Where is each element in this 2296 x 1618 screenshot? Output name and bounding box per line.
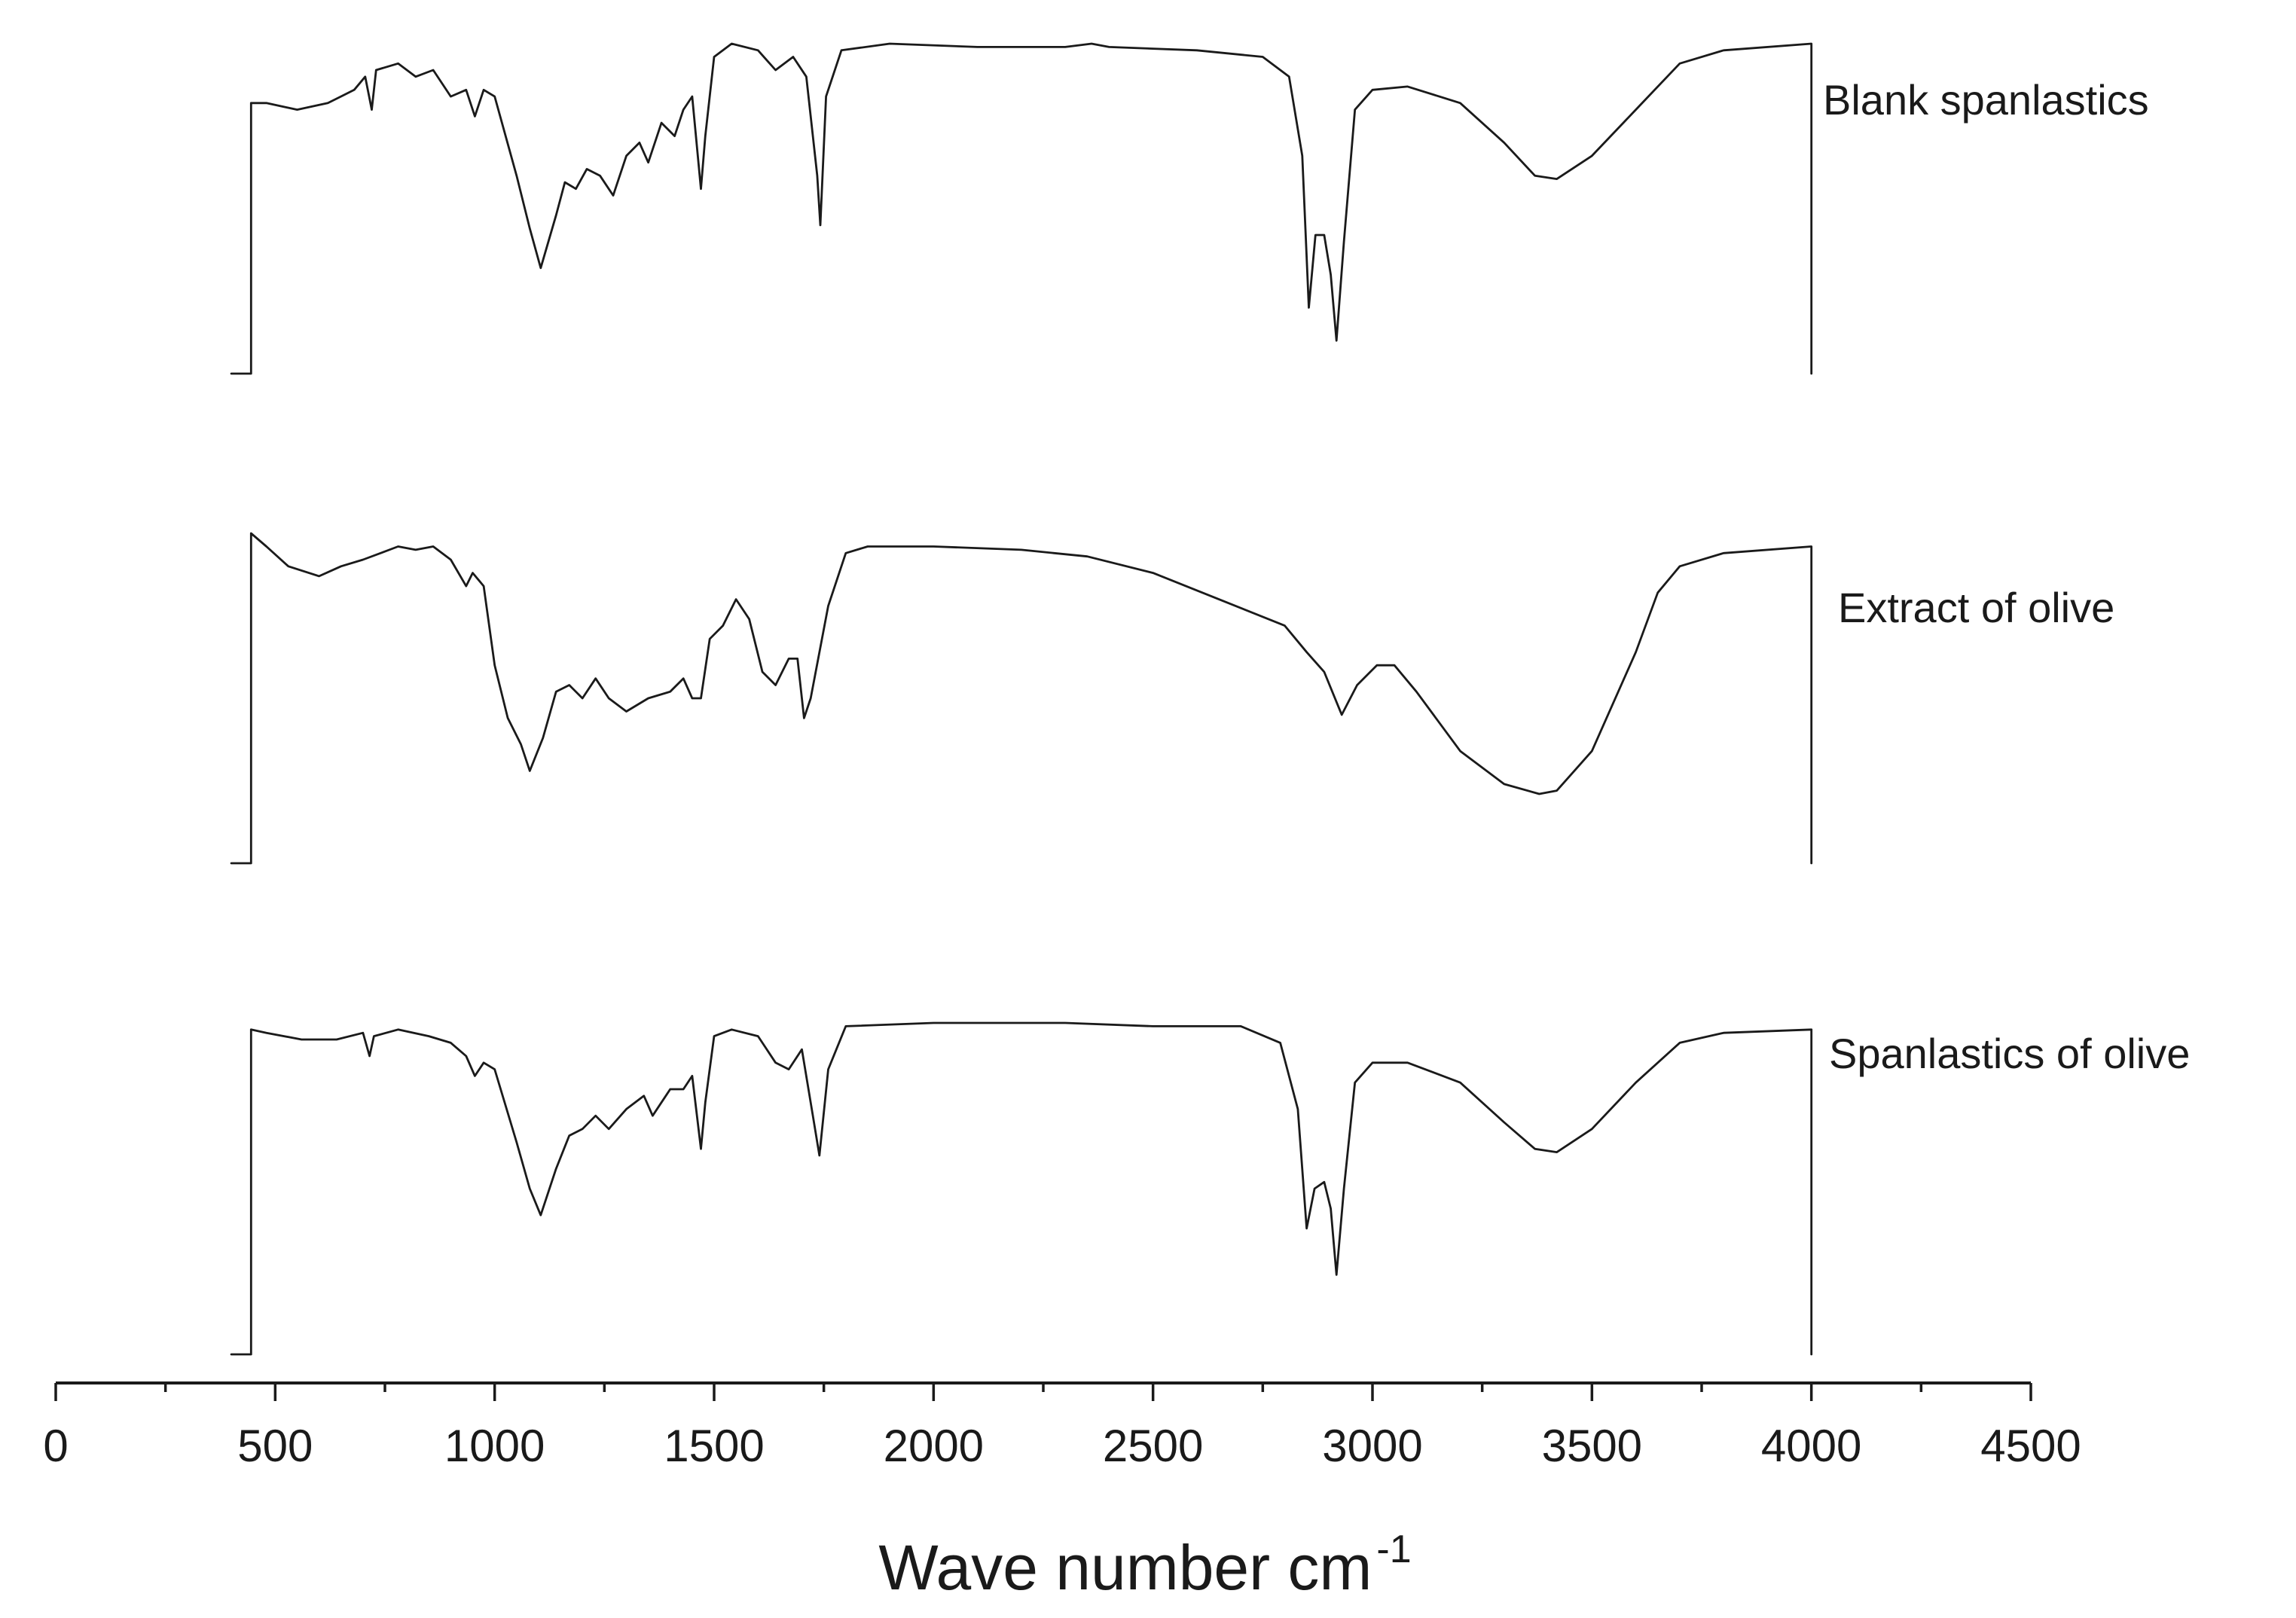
series-label-1: Blank spanlastics xyxy=(1823,76,2149,124)
x-tick-label: 1000 xyxy=(444,1421,545,1471)
x-tick-label: 0 xyxy=(43,1421,68,1471)
x-tick-label: 3500 xyxy=(1542,1421,1642,1471)
x-axis-title: Wave number cm -1 xyxy=(878,1528,1411,1603)
series-line-1 xyxy=(230,42,1813,375)
x-tick-label: 1500 xyxy=(664,1421,764,1471)
x-tick-label: 500 xyxy=(237,1421,313,1471)
x-axis-ticks: 0 500 1000 1500 2000 2500 3000 3500 4000 4500 xyxy=(43,1383,2081,1471)
x-tick-label: 2000 xyxy=(884,1421,984,1471)
x-tick-label: 4500 xyxy=(1980,1421,2081,1471)
series-label-3: Spanlastics of olive xyxy=(1829,1030,2190,1077)
series-line-3 xyxy=(230,1021,1813,1356)
series-line-2 xyxy=(230,532,1813,865)
series-label-2: Extract of olive xyxy=(1838,584,2114,631)
series-group: Blank spanlastics Extract of olive Spanlas… xyxy=(230,42,2190,1356)
x-tick-label: 4000 xyxy=(1761,1421,1861,1471)
x-axis: 0 500 1000 1500 2000 2500 3000 3500 4000 4500 xyxy=(43,1381,2081,1471)
x-tick-label: 2500 xyxy=(1103,1421,1203,1471)
x-tick-label: 3000 xyxy=(1322,1421,1422,1471)
